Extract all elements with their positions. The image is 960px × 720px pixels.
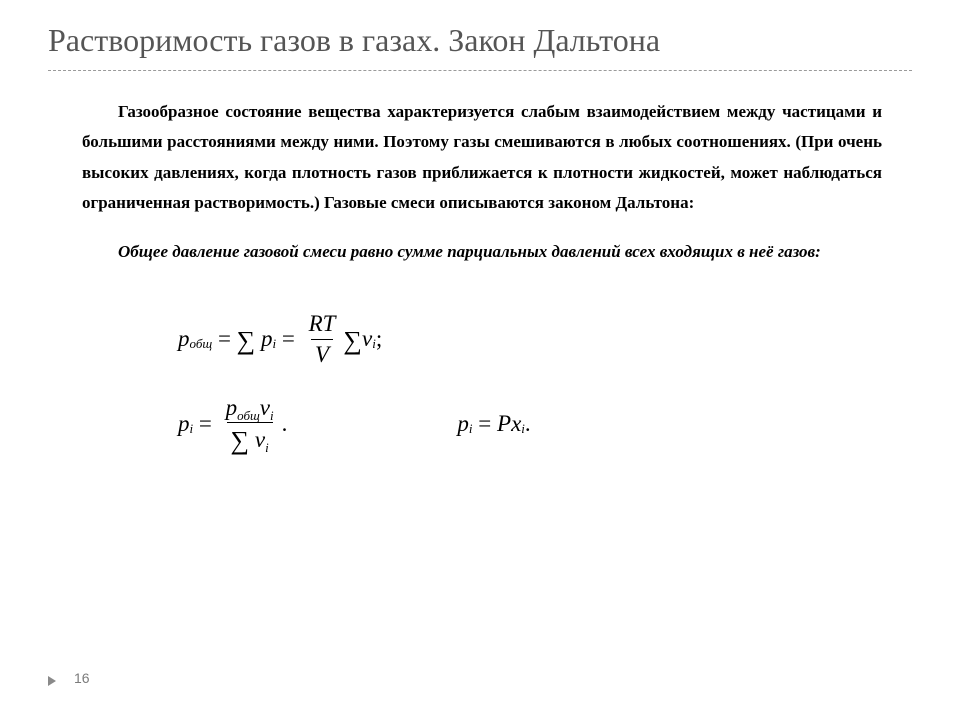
eq1-terminator: ; bbox=[376, 326, 382, 352]
eq2-num-sub2: i bbox=[270, 408, 274, 423]
eq1-frac-den: V bbox=[311, 339, 333, 367]
sigma-icon: ∑ bbox=[231, 426, 250, 455]
formula-block: pобщ = ∑ pi = RT V ∑ νi ; pi = pобщνi bbox=[48, 311, 912, 453]
sigma-icon: ∑ bbox=[237, 326, 256, 356]
equation-3: pi = Pxi . bbox=[457, 411, 530, 437]
eq3-equals: = bbox=[473, 411, 497, 437]
eq1-lhs-sub: общ bbox=[190, 336, 213, 352]
page-number: 16 bbox=[74, 670, 90, 686]
eq2-den-var: ν bbox=[255, 427, 265, 452]
eq1-lhs-var: p bbox=[178, 326, 190, 352]
eq3-lhs-var: p bbox=[457, 411, 469, 437]
equation-2: pi = pобщνi ∑ νi . bbox=[178, 395, 287, 454]
eq2-fraction: pобщνi ∑ νi bbox=[222, 395, 278, 454]
eq1-sum-sub: i bbox=[272, 336, 276, 352]
slide-title: Растворимость газов в газах. Закон Дальт… bbox=[48, 20, 912, 62]
play-marker-icon bbox=[48, 676, 56, 686]
eq1-equals-1: = bbox=[212, 326, 236, 352]
eq2-num-sub1: общ bbox=[237, 408, 260, 423]
eq2-num-var2: ν bbox=[260, 395, 270, 420]
eq1-sum2-var: ν bbox=[362, 326, 372, 352]
eq2-den-sub: i bbox=[265, 440, 269, 455]
eq2-lhs-sub: i bbox=[190, 421, 194, 437]
sigma-icon: ∑ bbox=[343, 326, 362, 356]
equation-1: pобщ = ∑ pi = RT V ∑ νi ; bbox=[178, 311, 912, 367]
eq1-equals-2: = bbox=[276, 326, 300, 352]
eq1-fraction: RT V bbox=[305, 311, 340, 367]
eq1-sum-var: p bbox=[261, 326, 273, 352]
eq3-rhs-var1: P bbox=[497, 411, 511, 437]
slide: Растворимость газов в газах. Закон Дальт… bbox=[0, 0, 960, 720]
eq2-num: pобщνi bbox=[222, 395, 278, 422]
eq1-frac-num: RT bbox=[305, 311, 340, 338]
eq2-lhs-var: p bbox=[178, 411, 190, 437]
eq3-lhs-sub: i bbox=[469, 421, 473, 437]
eq2-num-var1: p bbox=[226, 395, 238, 420]
eq2-den: ∑ νi bbox=[227, 422, 273, 454]
law-paragraph: Общее давление газовой смеси равно сумме… bbox=[48, 236, 912, 267]
eq2-terminator: . bbox=[282, 411, 288, 437]
eq3-terminator: . bbox=[525, 411, 531, 437]
equation-row-2: pi = pобщνi ∑ νi . pi = Pxi . bbox=[178, 395, 912, 454]
eq2-equals: = bbox=[193, 411, 217, 437]
body-paragraph: Газообразное состояние вещества характер… bbox=[48, 97, 912, 219]
title-rule bbox=[48, 70, 912, 71]
eq3-rhs-var2: x bbox=[511, 411, 521, 437]
eq3-rhs-sub: i bbox=[521, 421, 525, 437]
eq1-sum2-sub: i bbox=[372, 336, 376, 352]
